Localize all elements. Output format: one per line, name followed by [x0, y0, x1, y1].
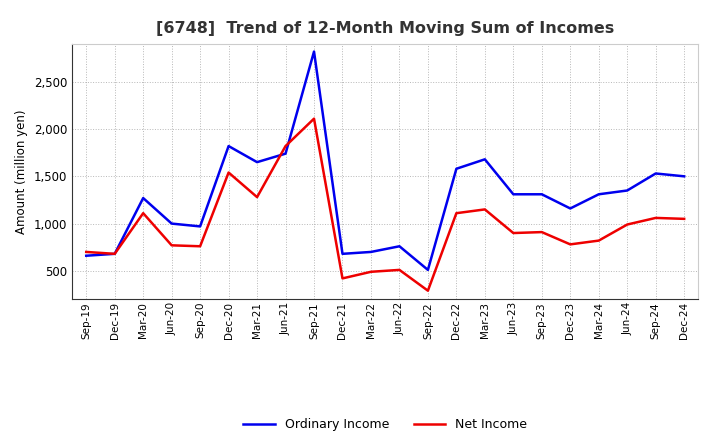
- Net Income: [595, 238, 603, 243]
- Net Income: [423, 288, 432, 293]
- Ordinary Income: [196, 224, 204, 229]
- Ordinary Income: [310, 49, 318, 54]
- Net Income: [225, 170, 233, 175]
- Net Income: [480, 207, 489, 212]
- Net Income: [82, 249, 91, 255]
- Net Income: [452, 211, 461, 216]
- Net Income: [253, 194, 261, 200]
- Ordinary Income: [110, 251, 119, 257]
- Net Income: [395, 267, 404, 272]
- Net Income: [652, 215, 660, 220]
- Ordinary Income: [595, 192, 603, 197]
- Ordinary Income: [509, 192, 518, 197]
- Net Income: [366, 269, 375, 275]
- Ordinary Income: [82, 253, 91, 258]
- Ordinary Income: [566, 206, 575, 211]
- Ordinary Income: [338, 251, 347, 257]
- Title: [6748]  Trend of 12-Month Moving Sum of Incomes: [6748] Trend of 12-Month Moving Sum of I…: [156, 21, 614, 36]
- Net Income: [167, 243, 176, 248]
- Net Income: [139, 211, 148, 216]
- Net Income: [537, 229, 546, 235]
- Net Income: [509, 231, 518, 236]
- Ordinary Income: [480, 157, 489, 162]
- Ordinary Income: [167, 221, 176, 226]
- Ordinary Income: [395, 244, 404, 249]
- Y-axis label: Amount (million yen): Amount (million yen): [15, 110, 28, 234]
- Net Income: [680, 216, 688, 221]
- Net Income: [310, 116, 318, 121]
- Ordinary Income: [225, 143, 233, 149]
- Legend: Ordinary Income, Net Income: Ordinary Income, Net Income: [238, 413, 532, 436]
- Ordinary Income: [366, 249, 375, 255]
- Net Income: [196, 244, 204, 249]
- Ordinary Income: [652, 171, 660, 176]
- Line: Ordinary Income: Ordinary Income: [86, 51, 684, 270]
- Ordinary Income: [253, 160, 261, 165]
- Net Income: [338, 276, 347, 281]
- Line: Net Income: Net Income: [86, 119, 684, 291]
- Ordinary Income: [623, 188, 631, 193]
- Ordinary Income: [537, 192, 546, 197]
- Net Income: [566, 242, 575, 247]
- Ordinary Income: [680, 174, 688, 179]
- Net Income: [110, 251, 119, 257]
- Ordinary Income: [423, 267, 432, 272]
- Ordinary Income: [452, 166, 461, 172]
- Ordinary Income: [282, 151, 290, 156]
- Ordinary Income: [139, 195, 148, 201]
- Net Income: [623, 222, 631, 227]
- Net Income: [282, 143, 290, 149]
